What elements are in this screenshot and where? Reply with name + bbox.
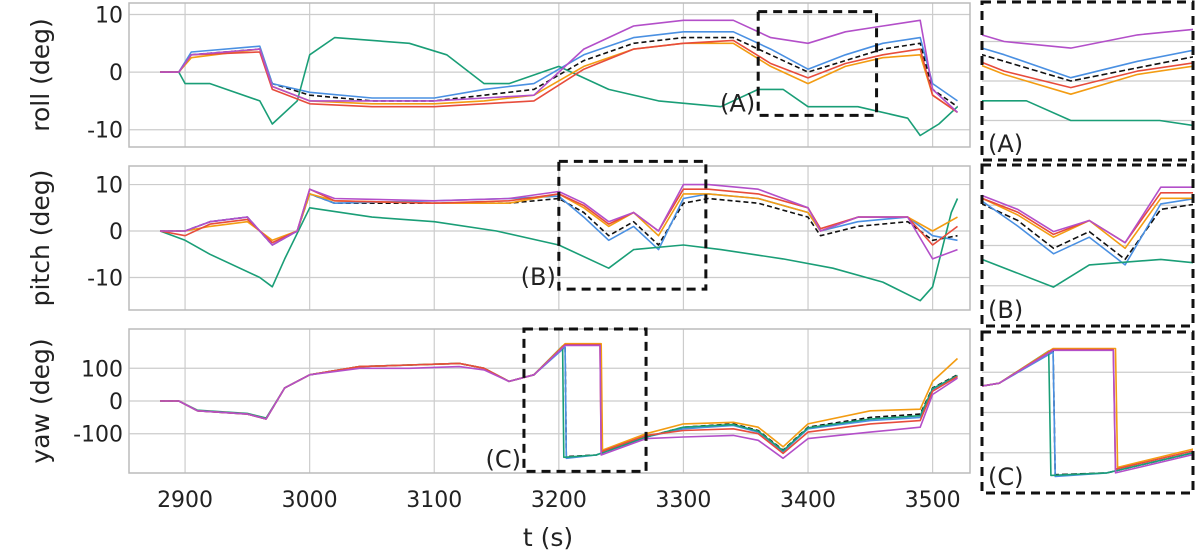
frame-roll: [128, 2, 971, 148]
y-tick-label-roll: 0: [109, 61, 123, 86]
series-line-roll-2: [160, 36, 959, 137]
zoom-label-yaw: (C): [485, 445, 520, 473]
y-tick-label-pitch: 10: [95, 174, 123, 199]
x-tick-label: 3300: [655, 488, 711, 513]
x-tick-label: 2900: [157, 488, 213, 513]
zoom-box-yaw: [522, 327, 648, 473]
inset-roll: (A): [980, 0, 1195, 162]
y-tick-label-roll: 10: [95, 4, 123, 29]
inset-label-pitch: (B): [988, 296, 1023, 324]
panel-pitch: 10 0 -10 pitch (deg) (B): [26, 159, 971, 311]
x-tick-label: 3100: [406, 488, 462, 513]
inset-pitch: (B): [980, 163, 1195, 328]
x-tick-label: 3500: [905, 488, 961, 513]
inset-series-line-yaw-5: [982, 349, 1193, 474]
series-line-pitch-2: [159, 198, 959, 302]
y-axis-label-yaw: yaw (deg): [26, 338, 55, 463]
zoom-label-roll: (A): [720, 89, 755, 117]
x-tick-label: 3400: [780, 488, 836, 513]
zoom-box-roll: [756, 10, 879, 117]
y-tick-label-roll: -10: [87, 119, 123, 144]
inset-series-line-pitch-3: [982, 197, 1193, 250]
frame-yaw: [128, 328, 971, 474]
inset-series-line-pitch-4: [982, 192, 1193, 244]
inset-series-line-pitch-2: [982, 258, 1193, 288]
x-tick-label: 3000: [282, 488, 338, 513]
panel-roll: 10 0 -10 roll (deg) (A): [26, 2, 971, 148]
y-tick-label-yaw: -100: [73, 423, 123, 448]
inset-label-roll: (A): [988, 130, 1023, 158]
frame-pitch: [128, 165, 971, 311]
inset-series-line-roll-2: [982, 100, 1193, 127]
inset-series-line-roll-5: [982, 28, 1193, 49]
y-tick-label-pitch: -10: [87, 266, 123, 291]
inset-frame-pitch: [980, 163, 1195, 328]
inset-frame-roll: [980, 0, 1195, 162]
y-axis-label-roll: roll (deg): [26, 18, 55, 132]
x-axis-label: t (s): [523, 523, 573, 552]
inset-series-line-pitch-0: [982, 203, 1193, 261]
inset-series-line-roll-3: [982, 64, 1193, 95]
y-axis-label-pitch: pitch (deg): [26, 170, 55, 307]
inset-yaw: (C): [980, 330, 1195, 495]
series-line-roll-1: [160, 31, 958, 102]
inset-series-line-roll-4: [982, 61, 1193, 89]
series-line-pitch-4: [159, 188, 958, 246]
inset-series-line-roll-0: [982, 53, 1193, 82]
zoom-box-pitch: [557, 159, 708, 291]
inset-series-line-roll-1: [982, 47, 1193, 79]
inset-series-line-yaw-3: [982, 347, 1193, 469]
inset-frame-yaw: [980, 330, 1195, 495]
panel-yaw: 100 0 -100 yaw (deg) (C): [26, 327, 971, 474]
series-line-pitch-5: [160, 183, 958, 260]
y-tick-label-yaw: 0: [109, 390, 123, 415]
inset-series-line-yaw-1: [982, 351, 1193, 478]
inset-series-line-pitch-1: [982, 198, 1193, 266]
zoom-insets: (A) (B) (C): [980, 0, 1195, 495]
y-tick-label-yaw: 100: [81, 357, 123, 382]
inset-series-line-pitch-5: [982, 186, 1193, 244]
x-tick-label: 3200: [531, 488, 587, 513]
inset-label-yaw: (C): [988, 463, 1023, 491]
series-line-yaw-5: [160, 344, 958, 460]
series-line-roll-5: [160, 19, 959, 113]
series-line-roll-4: [160, 39, 958, 114]
y-tick-label-pitch: 0: [109, 220, 123, 245]
zoom-label-pitch: (B): [521, 263, 556, 291]
